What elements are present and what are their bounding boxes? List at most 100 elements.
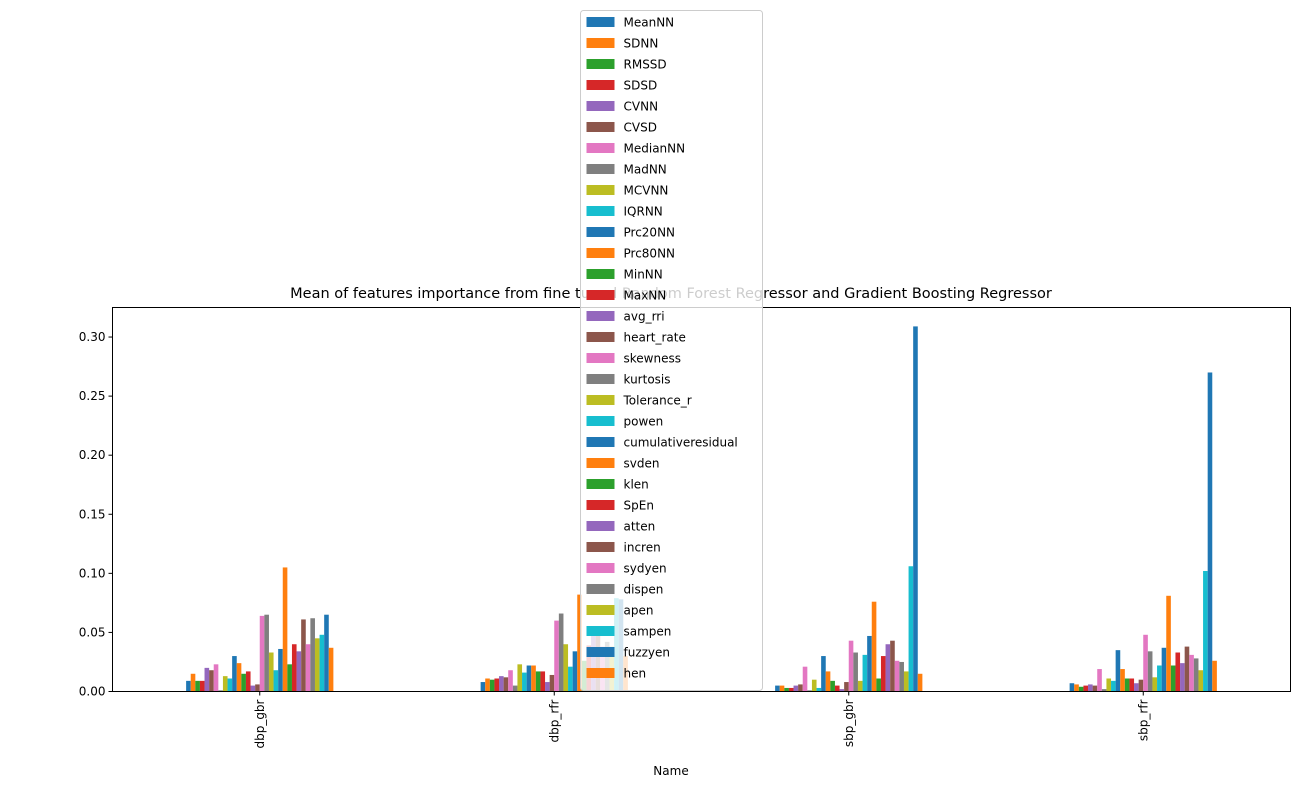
legend-label: Prc80NN bbox=[624, 247, 676, 261]
legend-swatch bbox=[586, 458, 615, 468]
legend-box bbox=[580, 10, 763, 691]
bar-sdsd-dbp-rfr bbox=[494, 678, 500, 692]
bar-prc20nn-sbp-gbr bbox=[821, 656, 826, 692]
legend-label: MinNN bbox=[624, 268, 663, 282]
legend-swatch bbox=[586, 542, 615, 552]
legend-swatch bbox=[586, 227, 615, 237]
bar-hen-sbp-gbr bbox=[917, 673, 923, 692]
bar-mediannn-dbp-gbr bbox=[213, 664, 219, 692]
bar-kurtosis-sbp-rfr bbox=[1147, 651, 1153, 692]
y-tick-label: 0.05 bbox=[79, 625, 106, 639]
bar-maxnn-dbp-rfr bbox=[540, 671, 546, 692]
bar-madnn-sbp-gbr bbox=[807, 690, 812, 692]
bar-heart-rate-dbp-rfr bbox=[549, 674, 555, 692]
bar-mcvnn-dbp-rfr bbox=[517, 664, 523, 692]
bar-cumulativeresidual-sbp-gbr bbox=[867, 635, 872, 692]
bar-kurtosis-dbp-gbr bbox=[264, 614, 269, 692]
bar-apen-sbp-gbr bbox=[903, 671, 909, 692]
legend-swatch bbox=[586, 395, 615, 405]
bar-mediannn-sbp-gbr bbox=[802, 666, 808, 692]
legend-swatch bbox=[586, 206, 615, 216]
legend-label: kurtosis bbox=[624, 373, 671, 387]
bar-madnn-dbp-rfr bbox=[512, 685, 518, 692]
bar-rmssd-dbp-rfr bbox=[489, 679, 495, 692]
y-tick-label: 0.25 bbox=[79, 389, 106, 403]
legend-label: Tolerance_r bbox=[623, 394, 692, 408]
bar-klen-sbp-rfr bbox=[1170, 665, 1176, 692]
legend-label: RMSSD bbox=[624, 58, 667, 72]
bar-sdsd-dbp-gbr bbox=[199, 680, 205, 692]
legend-swatch bbox=[586, 59, 615, 69]
legend-swatch bbox=[586, 143, 615, 153]
bar-sydyen-sbp-gbr bbox=[894, 660, 900, 692]
bar-heart-rate-dbp-gbr bbox=[255, 684, 260, 692]
bar-sampen-sbp-gbr bbox=[908, 566, 914, 692]
bar-kurtosis-dbp-rfr bbox=[558, 613, 564, 692]
legend-swatch bbox=[586, 416, 615, 426]
bar-powen-dbp-gbr bbox=[273, 670, 279, 692]
bar-sdnn-dbp-gbr bbox=[190, 673, 196, 692]
bar-cvnn-dbp-gbr bbox=[204, 667, 210, 692]
legend-swatch bbox=[586, 80, 615, 90]
legend-label: MeanNN bbox=[624, 16, 675, 30]
bar-sydyen-sbp-rfr bbox=[1189, 654, 1194, 692]
bar-prc20nn-sbp-rfr bbox=[1115, 650, 1121, 692]
legend-swatch bbox=[586, 101, 615, 111]
y-tick-label: 0.30 bbox=[79, 330, 106, 344]
legend-label: atten bbox=[624, 520, 656, 534]
bar-avg-rri-dbp-rfr bbox=[545, 682, 550, 692]
bar-maxnn-sbp-rfr bbox=[1129, 678, 1135, 692]
legend-label: sampen bbox=[624, 625, 672, 639]
bar-powen-sbp-gbr bbox=[862, 654, 868, 692]
legend-swatch bbox=[586, 584, 615, 594]
bar-incren-dbp-gbr bbox=[301, 619, 306, 692]
bar-madnn-sbp-rfr bbox=[1101, 689, 1107, 692]
y-tick-label: 0.15 bbox=[79, 507, 106, 521]
bar-spen-sbp-rfr bbox=[1175, 652, 1181, 692]
bar-kurtosis-sbp-gbr bbox=[853, 652, 858, 692]
bar-sampen-sbp-rfr bbox=[1203, 570, 1208, 692]
legend-label: klen bbox=[624, 478, 649, 492]
bar-powen-sbp-rfr bbox=[1157, 665, 1162, 692]
bar-sydyen-dbp-gbr bbox=[305, 644, 311, 692]
bar-skewness-sbp-gbr bbox=[848, 640, 854, 692]
bar-meannn-sbp-gbr bbox=[775, 685, 780, 692]
y-tick-label: 0.00 bbox=[79, 685, 106, 699]
bar-cumulativeresidual-sbp-rfr bbox=[1161, 647, 1167, 692]
y-axis: 0.00 0.05 0.10 0.15 0.20 0.25 0.30 bbox=[79, 330, 113, 699]
bar-heart-rate-sbp-rfr bbox=[1138, 679, 1144, 692]
legend-label: MedianNN bbox=[624, 142, 686, 156]
bar-iqrnn-dbp-gbr bbox=[227, 678, 233, 692]
legend-swatch bbox=[586, 521, 615, 531]
bar-maxnn-sbp-gbr bbox=[834, 685, 840, 692]
bar-prc80nn-dbp-gbr bbox=[236, 663, 242, 692]
bar-rmssd-sbp-gbr bbox=[784, 687, 789, 692]
bar-prc80nn-dbp-rfr bbox=[531, 665, 536, 692]
legend-swatch bbox=[586, 668, 615, 678]
legend-label: CVNN bbox=[624, 100, 659, 114]
legend-swatch bbox=[586, 38, 615, 48]
bar-incren-sbp-gbr bbox=[890, 640, 895, 692]
bar-avg-rri-dbp-gbr bbox=[250, 685, 256, 692]
legend-label: skewness bbox=[624, 352, 681, 366]
bar-tolerance-r-dbp-gbr bbox=[268, 652, 274, 692]
bar-meannn-dbp-gbr bbox=[186, 680, 191, 692]
legend-swatch bbox=[586, 332, 615, 342]
bar-rmssd-sbp-rfr bbox=[1078, 686, 1084, 692]
bar-avg-rri-sbp-rfr bbox=[1134, 683, 1139, 692]
bar-cvnn-sbp-gbr bbox=[793, 685, 799, 692]
bar-skewness-dbp-rfr bbox=[554, 620, 559, 692]
legend-swatch bbox=[586, 353, 615, 363]
legend-swatch bbox=[586, 164, 615, 174]
bar-svden-dbp-rfr bbox=[577, 594, 582, 692]
bar-atten-dbp-gbr bbox=[296, 651, 302, 692]
legend-label: hen bbox=[624, 667, 647, 681]
bar-sdnn-sbp-gbr bbox=[779, 685, 785, 692]
bar-rmssd-dbp-gbr bbox=[195, 680, 200, 692]
legend-swatch bbox=[586, 479, 615, 489]
bar-cvsd-sbp-rfr bbox=[1092, 685, 1098, 692]
y-tick-label: 0.20 bbox=[79, 448, 106, 462]
legend-label: MadNN bbox=[624, 163, 667, 177]
legend-label: SDSD bbox=[624, 79, 658, 93]
bar-fuzzyen-sbp-gbr bbox=[913, 326, 918, 692]
